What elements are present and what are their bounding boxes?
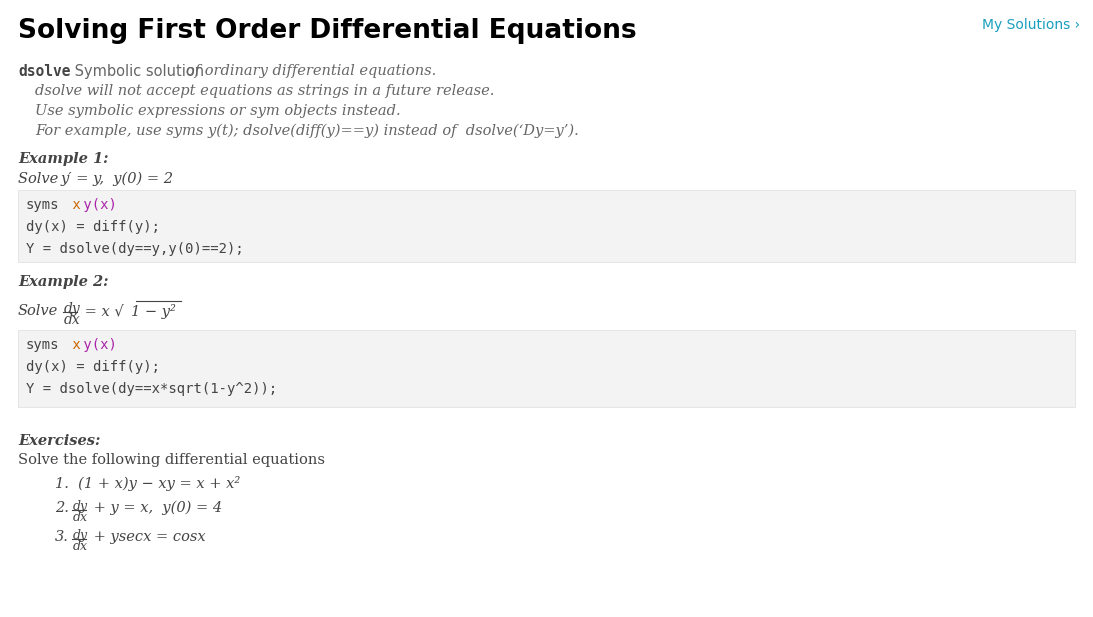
Text: dx: dx (73, 511, 89, 524)
Text: Y = dsolve(dy==y,y(0)==2);: Y = dsolve(dy==y,y(0)==2); (26, 242, 244, 256)
Text: 1.  (1 + x)y − xy = x + x²: 1. (1 + x)y − xy = x + x² (55, 476, 240, 491)
Text: y′ = y,  y(0) = 2: y′ = y, y(0) = 2 (61, 172, 174, 186)
Text: x: x (64, 338, 81, 352)
Text: Exercises:: Exercises: (17, 434, 101, 448)
Text: Symbolic solution: Symbolic solution (70, 64, 209, 79)
Text: dx: dx (64, 313, 81, 327)
Bar (17, 190, 1076, 262)
Text: 2.: 2. (55, 501, 69, 515)
Text: dsolve will not accept equations as strings in a future release.: dsolve will not accept equations as stri… (35, 84, 494, 98)
Text: Example 1:: Example 1: (17, 152, 108, 166)
Bar (17, 330, 1076, 407)
Text: dy(x) = diff(y);: dy(x) = diff(y); (26, 360, 160, 374)
Text: Solve the following differential equations: Solve the following differential equatio… (17, 453, 325, 467)
Text: 3.: 3. (55, 530, 69, 544)
Text: Example 2:: Example 2: (17, 275, 108, 289)
Text: Solving First Order Differential Equations: Solving First Order Differential Equatio… (17, 18, 636, 44)
Text: = x √: = x √ (80, 304, 124, 318)
Text: dy: dy (73, 529, 89, 542)
Text: Solve: Solve (17, 304, 58, 318)
Text: x: x (64, 198, 81, 212)
Text: dsolve: dsolve (17, 64, 71, 79)
Text: My Solutions ›: My Solutions › (982, 18, 1080, 32)
Text: dy(x) = diff(y);: dy(x) = diff(y); (26, 220, 160, 234)
Text: dy: dy (73, 500, 89, 513)
Text: dx: dx (73, 540, 89, 553)
Text: Y = dsolve(dy==x*sqrt(1-y^2));: Y = dsolve(dy==x*sqrt(1-y^2)); (26, 382, 278, 396)
Text: syms: syms (26, 338, 59, 352)
Text: syms: syms (26, 198, 59, 212)
Text: + y = x,  y(0) = 4: + y = x, y(0) = 4 (89, 501, 222, 515)
Text: y(x): y(x) (75, 338, 117, 352)
Text: Solve: Solve (17, 172, 68, 186)
Text: + ysecx = cosx: + ysecx = cosx (89, 530, 205, 544)
Text: 1 − y²: 1 − y² (131, 304, 176, 319)
Text: dy: dy (64, 302, 81, 316)
Text: y(x): y(x) (75, 198, 117, 212)
Text: Use symbolic expressions or sym objects instead.: Use symbolic expressions or sym objects … (35, 104, 401, 118)
Text: For example, use syms y(t); dsolve(diff(y)==y) instead of  dsolve(‘Dy=y’).: For example, use syms y(t); dsolve(diff(… (35, 124, 579, 138)
Text: of ordinary differential equations.: of ordinary differential equations. (186, 64, 436, 78)
